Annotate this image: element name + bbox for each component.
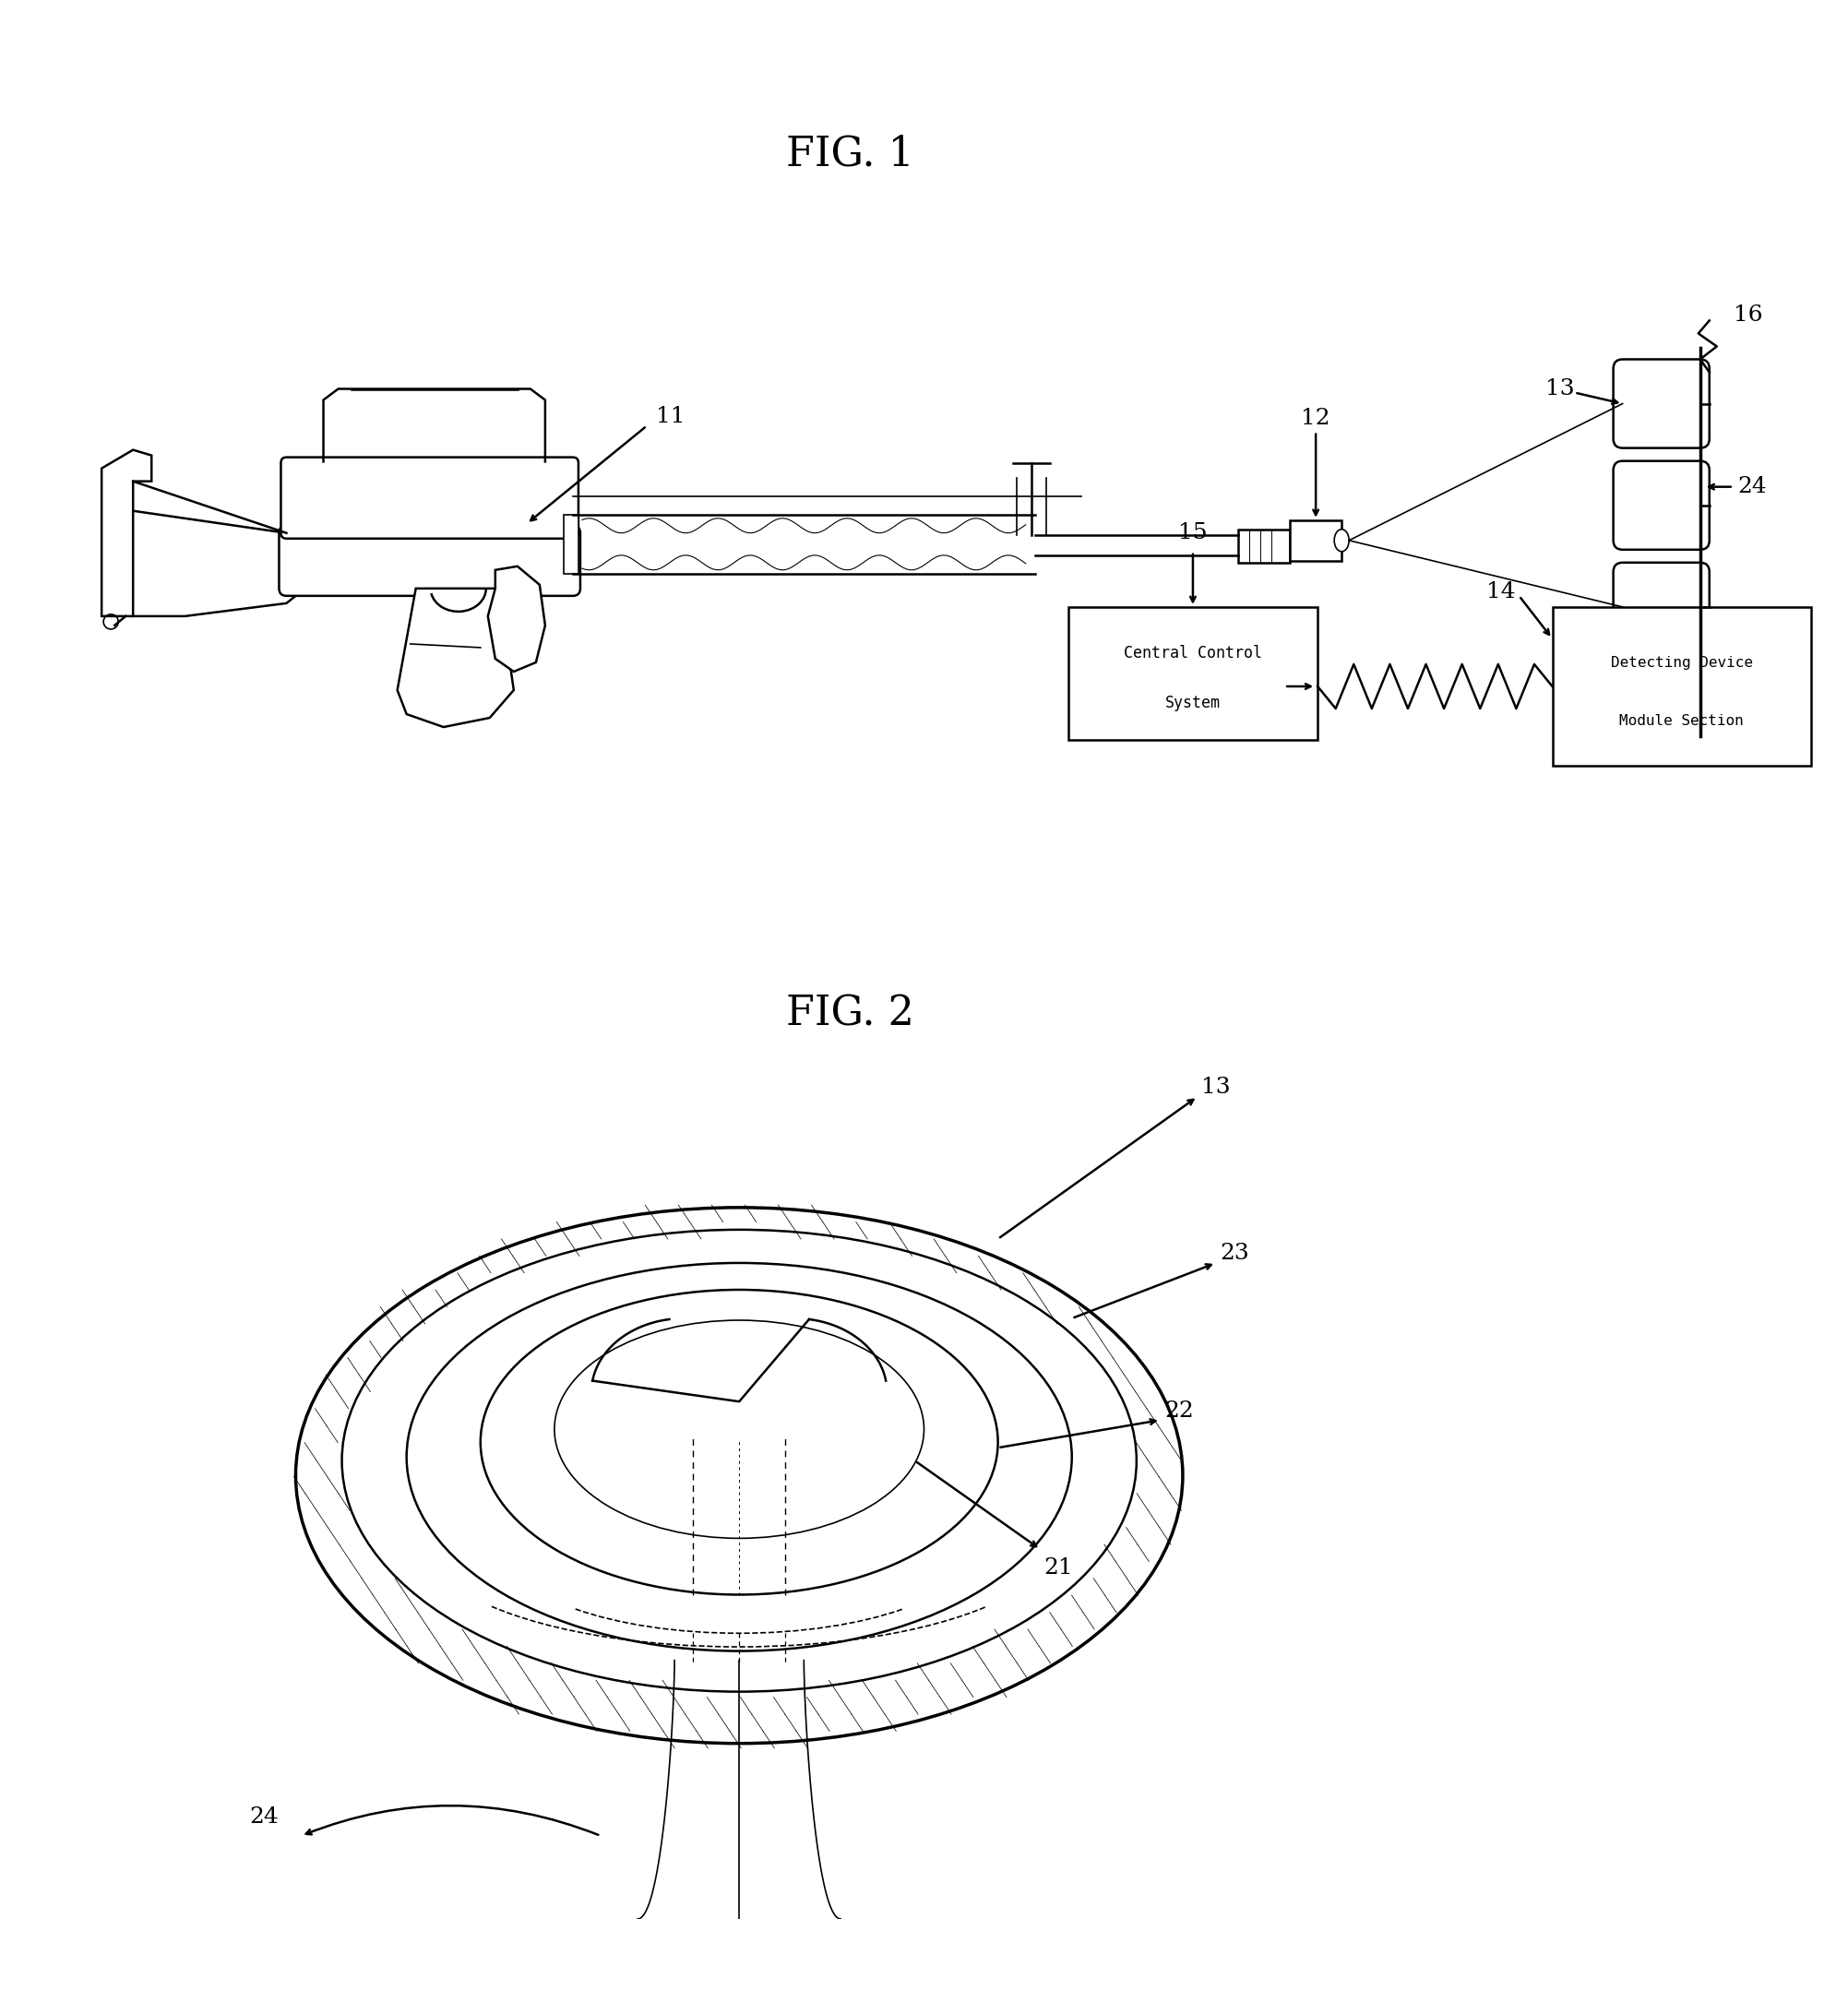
Text: 15: 15: [1179, 523, 1207, 543]
Text: 24: 24: [1737, 476, 1767, 498]
Text: Detecting Device: Detecting Device: [1611, 655, 1752, 669]
Text: Central Control: Central Control: [1124, 645, 1262, 663]
FancyBboxPatch shape: [279, 525, 580, 595]
Text: System: System: [1166, 695, 1220, 710]
FancyBboxPatch shape: [281, 458, 578, 539]
Bar: [564, 515, 578, 573]
Polygon shape: [488, 567, 545, 671]
Text: FIG. 1: FIG. 1: [785, 133, 915, 173]
Polygon shape: [397, 589, 514, 726]
Text: 21: 21: [1044, 1558, 1074, 1578]
Text: 24: 24: [249, 1807, 279, 1829]
Bar: [1068, 607, 1318, 740]
Text: 23: 23: [1220, 1244, 1249, 1264]
Ellipse shape: [407, 1264, 1072, 1652]
Text: 13: 13: [1545, 378, 1574, 400]
Ellipse shape: [554, 1319, 924, 1538]
Text: Module Section: Module Section: [1619, 714, 1745, 728]
Ellipse shape: [1334, 529, 1349, 551]
Text: 11: 11: [656, 406, 686, 428]
Ellipse shape: [296, 1208, 1183, 1743]
FancyBboxPatch shape: [1613, 563, 1709, 651]
Polygon shape: [133, 511, 305, 617]
Bar: [1552, 607, 1811, 766]
FancyBboxPatch shape: [1613, 462, 1709, 549]
Ellipse shape: [342, 1230, 1137, 1692]
Text: 16: 16: [1733, 304, 1763, 326]
Ellipse shape: [480, 1290, 998, 1594]
FancyBboxPatch shape: [1613, 360, 1709, 448]
Polygon shape: [102, 450, 152, 617]
Bar: [1238, 529, 1290, 563]
Bar: [1290, 519, 1342, 561]
Text: 12: 12: [1301, 408, 1331, 430]
Text: FIG. 2: FIG. 2: [785, 993, 915, 1033]
Text: 13: 13: [1201, 1077, 1231, 1098]
Text: 22: 22: [1164, 1401, 1194, 1421]
Text: 14: 14: [1486, 581, 1515, 603]
